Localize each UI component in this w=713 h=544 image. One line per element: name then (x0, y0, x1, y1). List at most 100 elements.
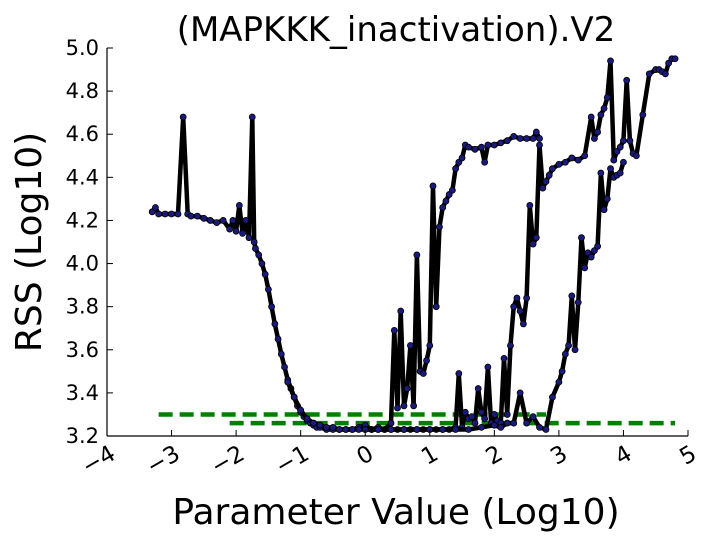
data-point (626, 137, 634, 145)
data-point (242, 217, 250, 224)
data-point (387, 426, 395, 433)
data-point (603, 195, 611, 203)
data-point (600, 104, 608, 112)
data-point (510, 132, 518, 140)
data-point (478, 408, 485, 416)
data-point (474, 385, 482, 392)
data-point (549, 393, 556, 401)
data-point (620, 137, 627, 145)
data-point (413, 426, 421, 433)
data-point (632, 152, 640, 160)
y-tick-label: 3.8 (66, 295, 99, 319)
data-point (448, 186, 456, 194)
data-point (497, 139, 505, 147)
data-point (310, 419, 317, 427)
axes (106, 48, 688, 437)
data-point (568, 154, 576, 162)
data-point (645, 70, 653, 78)
data-point (671, 55, 679, 63)
threshold-lines (158, 412, 676, 426)
series-line (150, 114, 542, 432)
data-point (226, 225, 234, 233)
data-point (248, 113, 256, 121)
data-point (536, 141, 543, 149)
data-point (303, 415, 311, 423)
data-point (268, 303, 276, 311)
data-point (355, 426, 363, 433)
data-point (400, 402, 408, 410)
series-group (148, 55, 679, 433)
data-point (555, 378, 563, 386)
y-tick-label: 4.4 (66, 165, 99, 189)
data-point (161, 210, 169, 218)
series-line (285, 56, 676, 432)
data-point (561, 350, 569, 358)
data-point (455, 370, 463, 377)
data-point (516, 389, 524, 397)
data-point (316, 421, 324, 429)
data-point (232, 227, 240, 235)
data-point (458, 154, 466, 162)
data-point (271, 320, 279, 328)
data-point (478, 423, 485, 431)
data-point (419, 370, 427, 377)
x-axis-label: Parameter Value (Log10) (172, 492, 619, 533)
data-point (290, 393, 298, 401)
data-point (342, 426, 350, 433)
data-point (187, 212, 195, 220)
data-point (452, 426, 460, 433)
x-tick-label: −3 (142, 441, 184, 480)
data-point (532, 128, 540, 136)
data-point (587, 113, 595, 121)
data-point (465, 143, 472, 151)
data-point (607, 57, 614, 65)
data-point (523, 294, 531, 302)
data-point (616, 143, 624, 151)
data-point (545, 171, 553, 179)
data-point (284, 378, 292, 386)
data-point (490, 421, 498, 429)
data-point (152, 204, 159, 211)
data-point (229, 217, 237, 224)
data-point (516, 135, 524, 142)
data-point (507, 342, 514, 349)
data-point (503, 419, 511, 427)
data-point (526, 201, 534, 209)
x-tick-label: 5 (675, 441, 701, 471)
x-ticks: −4 −3 −2 −1 0 1 2 3 4 5 (78, 430, 701, 480)
data-point (565, 342, 572, 349)
data-point (542, 178, 550, 186)
data-point (549, 165, 556, 173)
data-point (179, 113, 187, 121)
data-point (261, 270, 269, 278)
data-point (403, 385, 411, 392)
data-point (500, 354, 508, 362)
data-point (471, 145, 479, 153)
data-point (452, 165, 460, 173)
data-point (536, 423, 543, 431)
x-tick-label: −1 (271, 441, 313, 480)
data-point (250, 238, 258, 246)
data-point (513, 294, 521, 302)
data-point (581, 152, 589, 160)
data-point (335, 426, 343, 433)
chart-title: (MAPKKK_inactivation).V2 (177, 10, 616, 50)
data-point (432, 303, 440, 311)
y-tick-label: 3.6 (66, 338, 99, 362)
data-point (387, 419, 395, 427)
data-point (252, 245, 259, 252)
data-point (590, 135, 598, 142)
data-point (581, 264, 589, 272)
data-point (429, 182, 437, 190)
data-point (574, 298, 582, 306)
data-point (400, 426, 408, 433)
data-point (555, 160, 563, 168)
data-point (168, 210, 175, 218)
data-point (578, 234, 585, 242)
y-tick-label: 5.0 (66, 36, 99, 60)
data-point (600, 206, 608, 214)
data-point (597, 111, 605, 119)
data-point (490, 141, 498, 149)
data-point (439, 204, 447, 211)
